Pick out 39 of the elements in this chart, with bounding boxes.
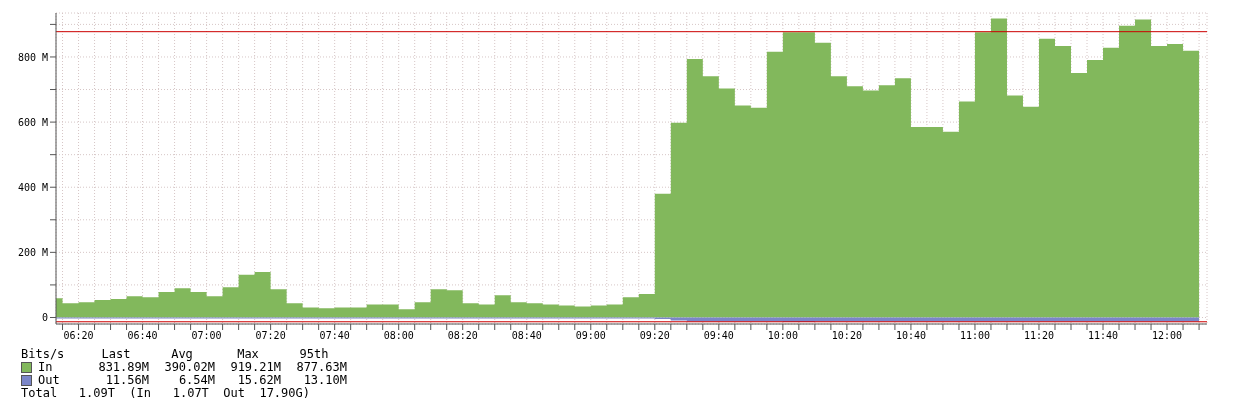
x-tick-label: 10:00 [767,330,798,342]
x-tick-label: 10:40 [895,330,926,342]
text: 11.56M [104,373,149,387]
x-tick-label: 11:20 [1023,330,1055,342]
y-tick-label: 600 M [17,116,48,128]
x-tick-label: 09:40 [703,330,734,342]
x-tick-label: 09:00 [575,330,606,342]
x-tick-label: 06:40 [127,330,158,342]
text: Max [236,347,260,361]
text: 6.54M [177,373,215,387]
text: Total 1.09T (In 1.07T Out 17.90G) [21,386,311,400]
x-tick-label: 12:00 [1151,330,1183,342]
y-tick-label: 400 M [17,181,48,193]
legend-title: Bits/s [21,347,66,361]
x-tick-label: 06:20 [63,330,94,342]
text: 877.63M [295,360,347,374]
text: 13.10M [302,373,347,387]
x-tick-label: 08:00 [383,330,414,342]
text: 15.62M [236,373,281,387]
text: Last [100,347,132,361]
x-tick-label: 11:00 [959,330,991,342]
legend-label: Out [38,373,60,387]
text: 919.21M [229,360,281,374]
x-tick-label: 08:40 [511,330,542,342]
x-tick-label: 07:40 [319,330,350,342]
x-tick-label: 10:20 [831,330,862,342]
text: 831.89M [97,360,149,374]
text: 95th [298,347,330,361]
x-tick-label: 07:00 [191,330,222,342]
x-tick-label: 07:20 [255,330,286,342]
legend-label: In [38,360,53,374]
y-tick-label: 200 M [17,246,48,258]
y-tick-label: 0 [41,312,48,324]
x-tick-label: 08:20 [447,330,478,342]
text: 390.02M [163,360,215,374]
x-tick-label: 11:40 [1087,330,1119,342]
text: Avg [170,347,194,361]
y-tick-label: 800 M [17,51,48,63]
x-tick-label: 09:20 [639,330,670,342]
